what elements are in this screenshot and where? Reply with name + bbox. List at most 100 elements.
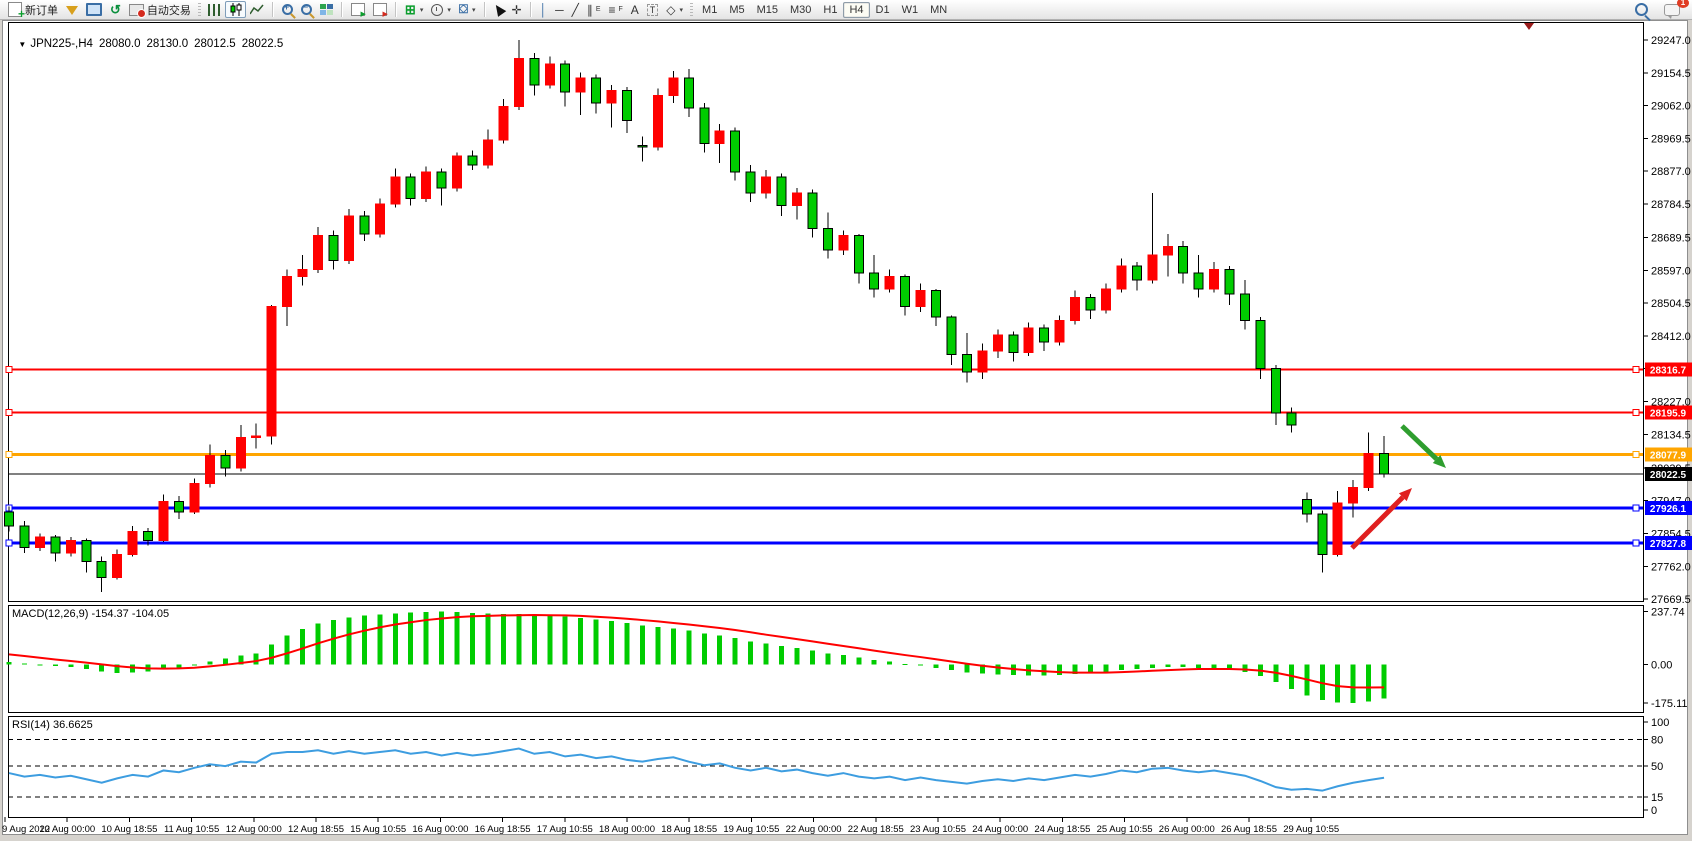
toolbar-separator [271, 2, 274, 17]
timeframe-toolbar: M1 M5 M15 M30 H1 H4 D1 W1 MN [696, 1, 953, 18]
macd-histogram-bar [918, 664, 924, 666]
candle [96, 561, 107, 579]
time-tick-label: 25 Aug 10:55 [1097, 824, 1153, 835]
line-anchor-marker[interactable] [5, 539, 13, 547]
line-anchor-marker[interactable] [1632, 366, 1640, 374]
toolbar-grip[interactable] [197, 3, 201, 16]
price-tick-label: 28877.0 [1651, 166, 1691, 178]
new-order-button[interactable]: 新订单 [4, 0, 62, 21]
tab-timeframe-H1[interactable]: H1 [823, 3, 838, 16]
tab-timeframe-H4[interactable]: H4 [843, 1, 870, 18]
line-anchor-marker[interactable] [1632, 504, 1640, 512]
auto-trading-button[interactable]: 自动交易 [125, 0, 195, 20]
price-label-box [1645, 405, 1692, 420]
candle [652, 95, 663, 148]
notifications-button[interactable]: 1 [1660, 0, 1689, 19]
bar-chart-icon [207, 3, 221, 16]
tab-timeframe-M1[interactable]: M1 [702, 3, 718, 16]
macd-histogram-bar [191, 664, 197, 666]
candle [50, 536, 61, 554]
toolbar-grip[interactable] [690, 3, 694, 16]
price-tick-label: 28227.0 [1651, 397, 1691, 409]
tab-timeframe-MN[interactable]: MN [930, 3, 948, 16]
candle [946, 316, 957, 355]
macd-histogram-bar [1149, 664, 1155, 668]
line-anchor-marker[interactable] [1632, 539, 1640, 547]
macd-histogram-bar [979, 664, 985, 674]
shapes-button[interactable]: ◇ ▾ [662, 2, 687, 18]
macd-histogram-bar [470, 612, 475, 665]
tab-timeframe-M5[interactable]: M5 [729, 3, 745, 16]
zoom-in-button[interactable]: + [278, 2, 297, 17]
chart-shift-marker[interactable] [1524, 23, 1534, 30]
rsi-tick-label: 100 [1651, 717, 1669, 729]
tab-timeframe-D1[interactable]: D1 [875, 3, 890, 16]
candle [4, 511, 14, 527]
line-anchor-marker[interactable] [5, 450, 13, 458]
line-chart-button[interactable] [246, 2, 268, 18]
macd-histogram-bar [593, 619, 599, 665]
text-label-button[interactable]: T [643, 2, 663, 18]
step-forward-button[interactable] [347, 1, 369, 18]
macd-histogram-bar [377, 614, 383, 665]
period-button[interactable]: ▾ [427, 2, 455, 18]
fibonacci-button[interactable]: ≡ F [604, 2, 626, 18]
candle [65, 539, 76, 554]
line-anchor-marker[interactable] [1632, 450, 1640, 458]
line-anchor-marker[interactable] [1632, 409, 1640, 417]
macd-histogram-bar [161, 664, 166, 670]
crosshair-button[interactable]: ✛ [508, 2, 526, 18]
macd-histogram-bar [624, 623, 630, 665]
text-label-icon: T [646, 3, 659, 16]
time-tick-label: 18 Aug 18:55 [661, 824, 717, 835]
candle [1070, 297, 1081, 322]
arrow-annotation-up-right[interactable] [1350, 495, 1405, 550]
time-tick-label: 18 Aug 00:00 [599, 824, 655, 835]
profile-button[interactable] [62, 2, 82, 17]
tab-timeframe-M30[interactable]: M30 [790, 3, 812, 16]
trendline-button[interactable]: ╱ [568, 2, 583, 18]
bar-chart-button[interactable] [204, 2, 225, 18]
candle [189, 483, 200, 513]
step-end-button[interactable] [369, 1, 391, 18]
notification-badge: 1 [1677, 0, 1689, 8]
funnel-icon [66, 6, 78, 15]
candle [1270, 368, 1281, 414]
navigator-button[interactable]: ↺ [106, 1, 125, 18]
rsi-pane: 100 80 50 150 RSI(14) 36.6625 [8, 717, 1669, 817]
macd-signal-line [8, 613, 1385, 689]
candle [513, 57, 524, 107]
chart-frames [8, 22, 1644, 818]
macd-histogram-bar [99, 664, 105, 672]
text-button[interactable]: A [627, 2, 643, 18]
horizontal-line-button[interactable]: ─ [551, 2, 568, 18]
macd-histogram-bar [655, 627, 661, 665]
macd-histogram-bar [1196, 664, 1202, 668]
line-anchor-marker[interactable] [5, 409, 13, 417]
tile-windows-button[interactable] [316, 2, 337, 18]
zoom-out-icon: − [300, 2, 312, 15]
template-button[interactable]: ⛋ ▾ [455, 0, 480, 19]
candle [915, 290, 926, 308]
macd-histogram-bar [1072, 664, 1078, 675]
tab-timeframe-W1[interactable]: W1 [901, 3, 919, 16]
macd-indicator-label: MACD(12,26,9) -154.37 -104.05 [12, 608, 169, 620]
search-button[interactable] [1631, 1, 1652, 18]
tab-timeframe-M15[interactable]: M15 [756, 3, 779, 16]
arrow-annotation-down-right[interactable] [1400, 424, 1439, 461]
channel-button[interactable]: ∥ E [583, 2, 605, 18]
add-indicator-button[interactable]: ⊞ ▾ [401, 2, 427, 18]
search-icon [1635, 3, 1648, 16]
symbol-dropdown-icon[interactable]: ▼ [18, 40, 27, 49]
price-axis[interactable]: 29247.0 29154.5 29062.0 28969.5 28877.0 28784… [1643, 35, 1691, 606]
vertical-line-button[interactable]: │ [536, 2, 552, 18]
macd-histogram-bar [207, 661, 213, 665]
line-anchor-marker[interactable] [5, 366, 13, 374]
zoom-out-button[interactable]: − [297, 2, 316, 17]
market-watch-button[interactable] [82, 1, 106, 18]
cursor-button[interactable] [490, 2, 508, 17]
rsi-line [8, 747, 1385, 792]
candlestick-chart-button[interactable] [224, 1, 246, 18]
